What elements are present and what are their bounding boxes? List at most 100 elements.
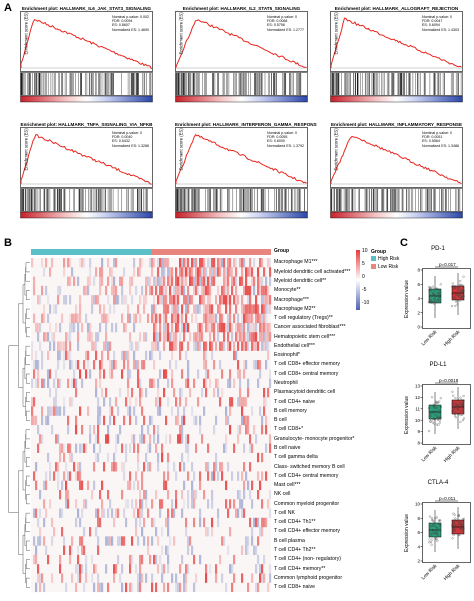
heatmap-cell [223,443,226,453]
heatmap-cell [251,527,254,537]
heatmap-cell [157,425,160,435]
heatmap-cell [157,332,160,342]
heatmap-cell [163,582,166,593]
heatmap-cell [105,536,108,546]
sample-point [462,517,465,520]
heatmap-cell [269,564,272,574]
heatmap-cell [193,332,196,342]
sample-point [462,401,465,404]
heatmap-cell [253,341,256,351]
heatmap-cell [165,313,168,324]
sample-point [453,530,456,533]
heatmap-cell [221,536,224,546]
heatmap-cell [195,258,198,268]
heatmap-cell [109,415,112,426]
heatmap-cell [107,508,110,518]
y-tick-label: 10 [415,502,421,507]
heatmap-cell [243,480,246,491]
heatmap-cell [89,267,92,277]
heatmap-cell [171,406,174,416]
heatmap-cell [63,536,66,546]
heatmap-cell [227,545,230,555]
heatmap-cell [265,360,268,370]
heatmap-cell [81,443,84,453]
heatmap-cell [73,369,76,379]
sample-point [457,286,460,289]
heatmap-cell [91,554,94,565]
heatmap-cell [123,360,126,370]
heatmap-row-label: T cell CD4+ naive [274,398,315,405]
heatmap-cell [229,369,232,379]
heatmap-cell [189,276,192,286]
heatmap-cell [211,489,214,500]
heatmap-cell [155,304,158,314]
heatmap-cell [53,332,56,342]
heatmap-cell [233,499,236,509]
heatmap-row-label: T cell CD4+ effector memory [274,528,340,535]
heatmap-cell [93,360,96,370]
gsea-stat-line: ES: 0.5564 [422,139,440,144]
heatmap-cell [255,582,258,593]
heatmap-cell [167,267,170,277]
heatmap-cell [123,295,126,305]
heatmap-cell [109,536,112,546]
gsea-y-axis-label: Enrichment score (ES) [23,128,29,171]
sample-point [434,532,437,535]
heatmap-cell [73,462,76,472]
gsea-chart [330,11,463,103]
sample-point [435,526,438,529]
heatmap-cell [83,360,86,370]
heatmap-cell [259,573,262,583]
heatmap-cell [63,443,66,453]
heatmap-cell [69,443,72,453]
heatmap-cell [85,573,88,583]
heatmap-cell [205,285,208,296]
x-category-label: High Risk [443,563,462,582]
heatmap-cell [157,452,160,463]
heatmap-cell [131,295,134,305]
y-tick-label: 12 [415,395,421,400]
heatmap-cell [133,313,136,324]
heatmap-cell [89,369,92,379]
heatmap-cell [83,527,86,537]
heatmap-cell [211,304,214,314]
heatmap-cell [97,415,100,426]
heatmap-cell [99,304,102,314]
heatmap-cell [247,295,250,305]
heatmap-cell [239,276,242,286]
heatmap-cell [245,304,248,314]
sample-point [458,533,461,537]
heatmap-cell [143,304,146,314]
heatmap-cell [55,304,58,314]
heatmap-cell [41,378,44,388]
heatmap-cell [89,258,92,268]
heatmap-cell [181,554,184,565]
heatmap-cell [161,276,164,286]
heatmap-cell [143,415,146,426]
heatmap-cell [265,397,268,407]
heatmap-cell [265,471,268,481]
heatmap-cell [101,480,104,491]
heatmap-cell [61,573,64,583]
sample-point [451,524,454,527]
sample-point [453,297,456,300]
heatmap-cell [77,332,80,342]
heatmap-cell [175,304,178,314]
x-category-label: Low Risk [420,445,438,463]
gsea-stat-line: FDR: 0.0094 [112,19,133,24]
heatmap-cell [61,313,64,324]
heatmap-cell [161,545,164,555]
heatmap-cell [137,369,140,379]
heatmap-cell [207,471,210,481]
heatmap-cell [211,341,214,351]
heatmap-cell [241,313,244,324]
heatmap-cell [103,304,106,314]
heatmap-cell [189,267,192,277]
heatmap-cell [211,517,214,528]
heatmap-cell [181,322,184,333]
heatmap-cell [35,322,38,333]
heatmap-cell [235,295,238,305]
heatmap-cell [179,350,182,361]
heatmap-cell [107,425,110,435]
sample-point [459,280,462,283]
